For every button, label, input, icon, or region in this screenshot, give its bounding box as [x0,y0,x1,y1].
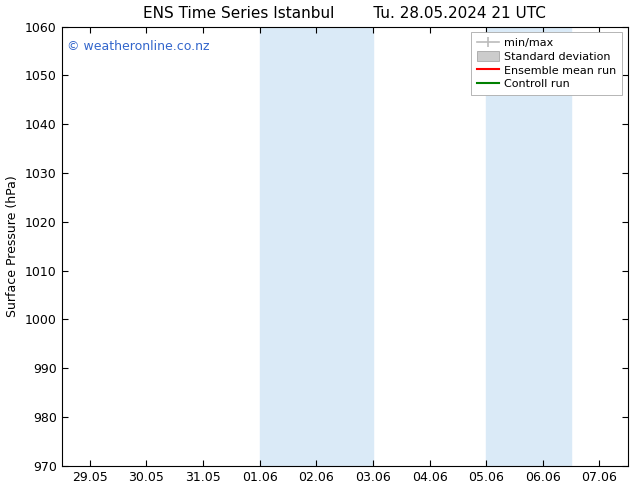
Bar [260,26,373,466]
Title: ENS Time Series Istanbul        Tu. 28.05.2024 21 UTC: ENS Time Series Istanbul Tu. 28.05.2024 … [143,6,546,21]
Y-axis label: Surface Pressure (hPa): Surface Pressure (hPa) [6,175,19,317]
Bar [486,26,571,466]
Legend: min/max, Standard deviation, Ensemble mean run, Controll run: min/max, Standard deviation, Ensemble me… [471,32,622,95]
Text: © weatheronline.co.nz: © weatheronline.co.nz [67,40,210,53]
